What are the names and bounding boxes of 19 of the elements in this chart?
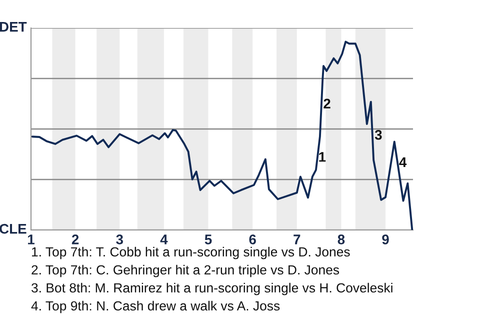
x-tick-label: 7 — [294, 234, 300, 244]
text: 3. Bot 8th: M. Ramirez hit a run-scoring single vs H. Coveleski — [32, 282, 392, 296]
text: DET — [0, 22, 27, 32]
x-tick-label: 6 — [249, 234, 256, 244]
x-tick-label: 5 — [204, 234, 212, 244]
text: CLE — [0, 224, 26, 234]
annotation: 3 — [374, 130, 382, 140]
x-tick-label: 9 — [382, 234, 389, 244]
annotation: 1 — [319, 152, 326, 162]
x-tick-label: 8 — [338, 234, 345, 244]
text: 4. Top 9th: N. Cash drew a walk vs A. Joss — [31, 300, 280, 314]
x-tick-label: 2 — [72, 234, 79, 244]
x-tick-label: 3 — [116, 234, 123, 244]
annotation: 2 — [324, 98, 330, 108]
x-tick-label: 1 — [28, 234, 34, 244]
annotation: 4 — [399, 157, 407, 167]
text: 1. Top 7th: T. Cobb hit a run-scoring single vs D. Jones — [32, 246, 350, 260]
x-tick-label: 4 — [160, 234, 168, 244]
text: 2. Top 7th: C. Gehringer hit a 2-run triple vs D. Jones — [32, 264, 340, 278]
